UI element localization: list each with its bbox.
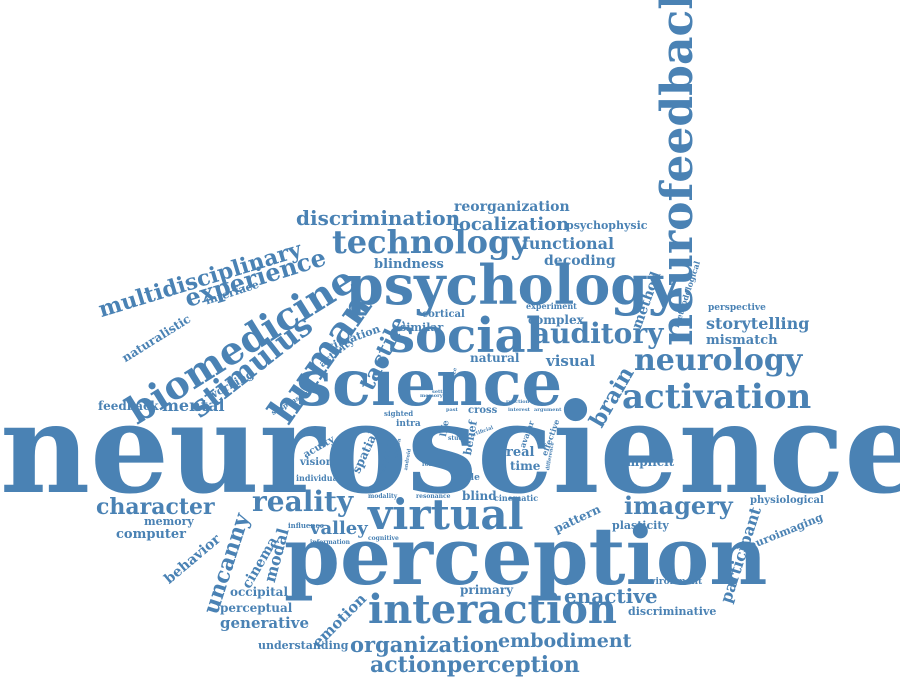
word-primary: primary	[460, 583, 514, 597]
word-environment: environment	[638, 577, 703, 587]
word-perspective: perspective	[708, 303, 766, 313]
word-modality: modality	[368, 493, 398, 500]
word-neuroscience: neuroscience	[0, 377, 900, 522]
word-activation: activation	[622, 377, 812, 417]
word-reaction: reaction	[506, 399, 530, 405]
word-vision: vision	[300, 457, 333, 468]
word-mismatch: mismatch	[706, 333, 778, 348]
word-cross: cross	[468, 405, 498, 416]
word-functional: functional	[522, 234, 615, 253]
word-organization: organization	[350, 632, 500, 657]
word-angle: angle	[452, 473, 480, 483]
word-embodiment: embodiment	[498, 630, 632, 652]
word-reorganization: reorganization	[454, 199, 570, 215]
word-intra: intra	[396, 419, 421, 429]
word-generative: generative	[220, 614, 309, 632]
word-blind: blind	[462, 489, 497, 503]
word-localization: localization	[452, 214, 570, 235]
word-reality: reality	[252, 485, 354, 518]
word-mental: mental	[162, 396, 225, 415]
word-resonance: resonance	[416, 493, 451, 500]
word-memory: memory	[144, 515, 194, 528]
word-argument: argument	[534, 407, 562, 413]
word-past: past	[446, 407, 458, 413]
word-computer: computer	[116, 527, 187, 542]
word-blindness: blindness	[374, 257, 444, 272]
word-information: information	[310, 539, 351, 546]
word-technology: technology	[332, 223, 529, 261]
word-cortical: cortical	[422, 309, 465, 320]
word-virtual: virtual	[368, 490, 524, 539]
word-occipital: occipital	[230, 585, 289, 599]
word-character: character	[96, 494, 215, 520]
word-feedback: feedback	[98, 399, 159, 413]
word-discrimination: discrimination	[296, 206, 461, 230]
word-psychology: psychology	[346, 253, 680, 317]
word-memory-small: memory	[420, 393, 443, 399]
word-individual: individual	[296, 473, 341, 483]
word-storytelling: storytelling	[706, 314, 810, 333]
word-time: time	[510, 459, 541, 473]
word-study: study	[448, 435, 467, 442]
word-decoding: decoding	[544, 253, 616, 269]
word-complex: complex	[528, 313, 584, 327]
word-sighted: sighted	[384, 409, 414, 418]
word-neurology: neurology	[634, 343, 803, 378]
word-follow: follow	[422, 461, 443, 468]
word-understanding: understanding	[258, 639, 349, 652]
word-valley: valley	[310, 518, 368, 539]
word-science: science	[296, 346, 563, 421]
word-actionperception: actionperception	[370, 652, 580, 678]
word-imagery: imagery	[624, 491, 733, 520]
word-similar: similar	[400, 321, 444, 334]
word-social: social	[388, 308, 544, 364]
word-interest: interest	[508, 407, 530, 413]
word-interaction: interaction	[368, 586, 617, 633]
word-cognitive: cognitive	[368, 535, 399, 542]
word-setting: setting	[432, 389, 452, 395]
word-enactive: enactive	[564, 584, 658, 608]
word-influence: influence	[288, 521, 325, 530]
word-auditory: auditory	[532, 317, 664, 350]
word-cinematic: cinematic	[494, 493, 539, 503]
word-perceptual: perceptual	[220, 601, 293, 615]
word-discriminative: discriminative	[628, 605, 717, 618]
word-visual: visual	[546, 352, 596, 370]
word-experiment: experiment	[526, 301, 577, 311]
word-plasticity: plasticity	[612, 519, 669, 532]
word-perception: perception	[284, 509, 768, 603]
word-real: real	[506, 445, 535, 460]
word-natural: natural	[470, 351, 520, 365]
word-psychophysic: psychophysic	[566, 219, 648, 232]
word-physiological: physiological	[750, 495, 824, 506]
word-neurofeedback: neurofeedback	[652, 0, 703, 346]
word-implicit: implicit	[622, 455, 675, 469]
